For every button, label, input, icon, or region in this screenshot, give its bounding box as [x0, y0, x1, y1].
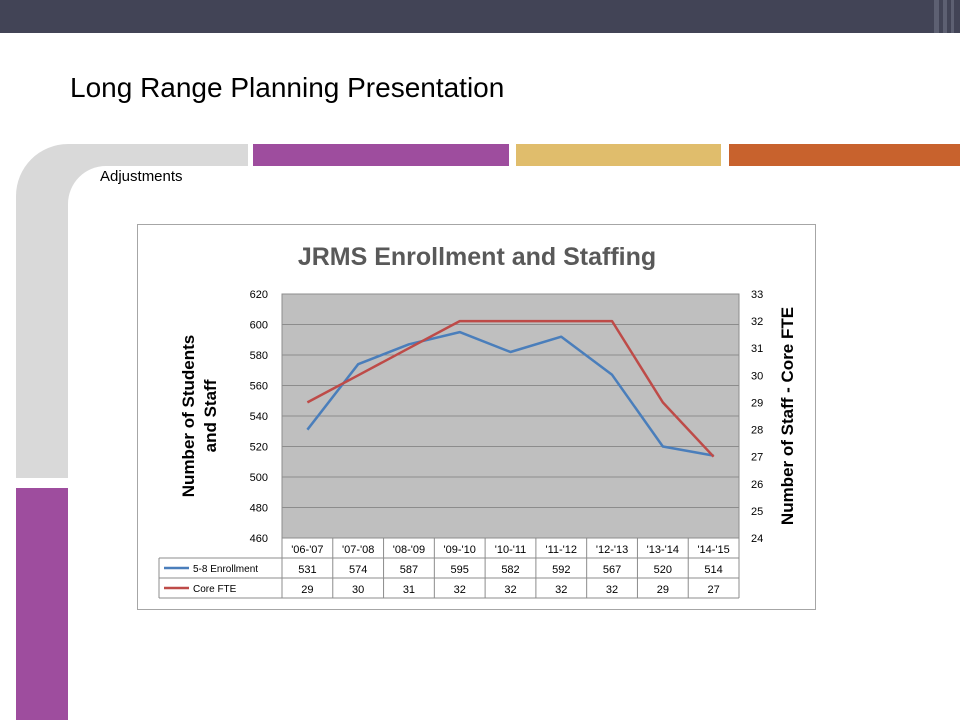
- y-axis-title-left-line: Number of Students: [179, 335, 198, 497]
- y-tick-label-right: 28: [751, 425, 763, 437]
- table-cell-value: 582: [501, 564, 519, 576]
- table-cell-value: 567: [603, 564, 621, 576]
- y-tick-label-left: 460: [250, 533, 268, 545]
- x-category-label: '07-'08: [342, 544, 374, 556]
- chart-frame: JRMS Enrollment and Staffing 620 600 580 56…: [137, 224, 816, 610]
- table-cell-value: 32: [454, 584, 466, 596]
- y-tick-label-left: 560: [250, 381, 268, 393]
- table-cell-value: 514: [704, 564, 722, 576]
- table-cell-value: 595: [451, 564, 469, 576]
- enrollment-staffing-chart: JRMS Enrollment and Staffing 620 600 580 56…: [158, 243, 797, 599]
- x-category-label: '09-'10: [444, 544, 476, 556]
- top-bar-stripe: [934, 0, 939, 33]
- x-category-label: '10-'11: [495, 544, 527, 556]
- x-category-label: '14-'15: [697, 544, 729, 556]
- y-axis-title-left-line: and Staff: [201, 379, 220, 452]
- y-tick-label-right: 27: [751, 452, 763, 464]
- chart-title: JRMS Enrollment and Staffing: [298, 243, 656, 271]
- table-cell-value: 27: [707, 584, 719, 596]
- table-cell-value: 32: [504, 584, 516, 596]
- accent-bar-gold: [516, 144, 721, 166]
- y-tick-label-right: 25: [751, 506, 763, 518]
- table-cell-value: 531: [298, 564, 316, 576]
- top-bar-stripe: [951, 0, 954, 33]
- y-tick-label-left: 500: [250, 472, 268, 484]
- table-cell-value: 592: [552, 564, 570, 576]
- y-axis-title-left: Number of Students and Staff: [179, 335, 220, 497]
- decorative-purple-bar: [16, 488, 68, 720]
- x-category-label: '13-'14: [647, 544, 679, 556]
- x-category-label: '06-'07: [291, 544, 323, 556]
- y-tick-label-right: 32: [751, 316, 763, 328]
- y-tick-label-left: 580: [250, 350, 268, 362]
- table-cell-value: 32: [555, 584, 567, 596]
- y-tick-label-left: 540: [250, 411, 268, 423]
- table-cell-value: 29: [301, 584, 313, 596]
- y-axis-title-right: Number of Staff - Core FTE: [778, 307, 797, 525]
- y-tick-label-right: 29: [751, 397, 763, 409]
- x-category-label: '12-'13: [596, 544, 628, 556]
- slide-title: Long Range Planning Presentation: [70, 72, 505, 103]
- top-bar: [0, 0, 960, 33]
- legend-label: 5-8 Enrollment: [193, 564, 258, 575]
- table-cell-value: 31: [403, 584, 415, 596]
- x-category-label: '08-'09: [393, 544, 425, 556]
- slide-subtitle: Adjustments: [100, 168, 183, 185]
- y-tick-label-right: 30: [751, 370, 763, 382]
- y-tick-label-right: 33: [751, 289, 763, 301]
- table-cell-value: 29: [657, 584, 669, 596]
- y-tick-label-right: 26: [751, 479, 763, 491]
- y-tick-label-left: 620: [250, 289, 268, 301]
- accent-bar-orange: [729, 144, 960, 166]
- table-cell-value: 30: [352, 584, 364, 596]
- y-tick-label-left: 520: [250, 442, 268, 454]
- accent-bar-purple: [253, 144, 509, 166]
- table-cell-value: 574: [349, 564, 367, 576]
- y-tick-label-right: 31: [751, 343, 763, 355]
- y-tick-label-right: 24: [751, 533, 763, 545]
- table-cell-value: 587: [400, 564, 418, 576]
- table-cell-value: 32: [606, 584, 618, 596]
- series-line: [306, 319, 715, 458]
- x-category-label: '11-'12: [546, 544, 578, 556]
- table-cell-value: 520: [654, 564, 672, 576]
- series-line: [306, 330, 714, 457]
- legend-label: Core FTE: [193, 584, 237, 595]
- top-bar-stripe: [943, 0, 947, 33]
- y-tick-label-left: 480: [250, 503, 268, 515]
- y-tick-label-left: 600: [250, 320, 268, 332]
